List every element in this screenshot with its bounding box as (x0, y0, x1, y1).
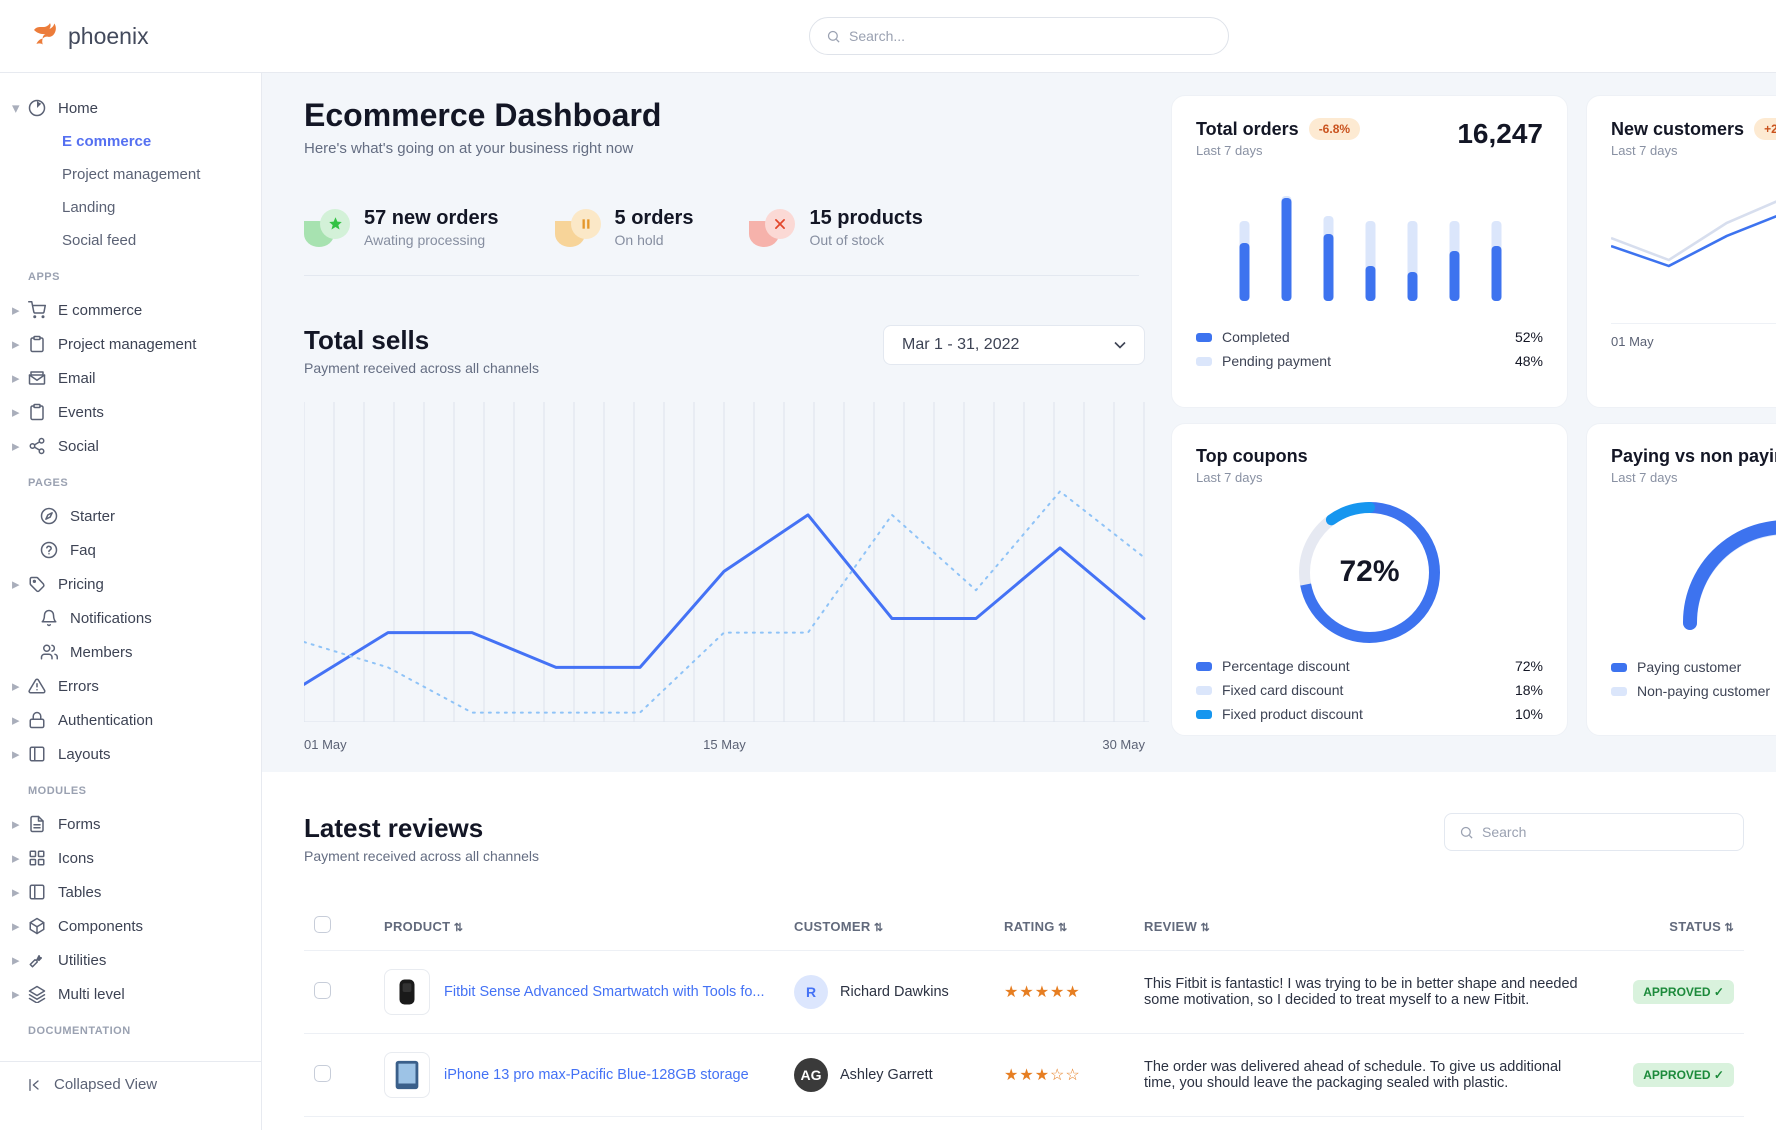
svg-text:72%: 72% (1339, 555, 1399, 588)
